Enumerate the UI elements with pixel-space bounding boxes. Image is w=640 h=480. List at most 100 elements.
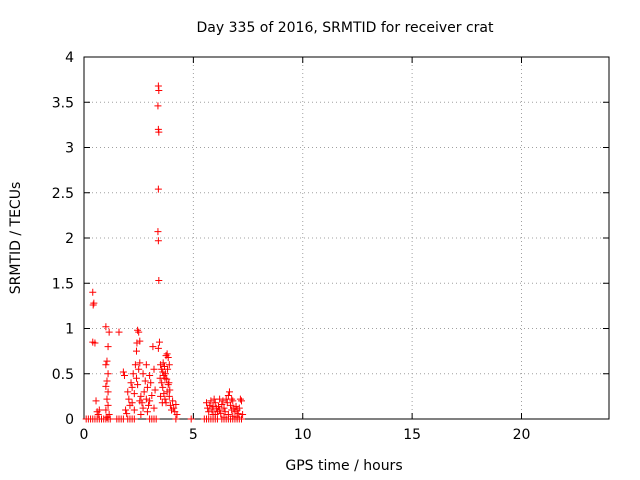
- data-point: [143, 383, 151, 391]
- data-point: [104, 401, 112, 409]
- data-point: [133, 374, 140, 382]
- data-point: [143, 408, 151, 416]
- data-point: [172, 415, 180, 423]
- data-point: [164, 381, 172, 389]
- data-point: [164, 365, 172, 373]
- data-point: [150, 404, 158, 412]
- data-point: [134, 326, 142, 334]
- data-point: [120, 372, 128, 380]
- data-point: [102, 406, 110, 414]
- data-point: [147, 379, 155, 387]
- data-point: [136, 337, 144, 345]
- data-point: [235, 404, 243, 412]
- data-point: [103, 357, 111, 365]
- data-point: [90, 299, 98, 307]
- y-tick-label: 2.5: [52, 186, 74, 202]
- data-point: [224, 410, 232, 418]
- data-point: [122, 406, 130, 414]
- data-point: [148, 391, 156, 399]
- data-point: [208, 406, 216, 414]
- y-tick-label: 1: [65, 322, 74, 338]
- data-point: [207, 397, 215, 405]
- data-point: [211, 410, 219, 418]
- data-point: [102, 382, 110, 390]
- data-point: [151, 386, 159, 394]
- data-point: [128, 383, 136, 391]
- y-tick-label: 2: [65, 231, 74, 247]
- data-point: [105, 328, 113, 336]
- data-point: [137, 410, 145, 418]
- data-point: [136, 397, 144, 405]
- data-point: [234, 410, 242, 418]
- data-point: [127, 379, 135, 387]
- data-point: [155, 86, 163, 94]
- y-tick-label: 0: [65, 412, 74, 428]
- data-point: [124, 388, 132, 396]
- axis-ticks: 0 5 10 15 20 0 0.5 1 1.5 2 2.5 3 3.5 4: [52, 50, 609, 443]
- data-point: [136, 359, 144, 367]
- data-point: [135, 365, 143, 373]
- data-point: [92, 397, 100, 405]
- data-point: [220, 413, 228, 421]
- data-point: [232, 402, 240, 410]
- data-point: [103, 395, 111, 403]
- data-point: [133, 347, 140, 355]
- data-point: [142, 395, 150, 403]
- data-point: [133, 339, 141, 347]
- data-point: [154, 237, 162, 245]
- data-point: [173, 410, 181, 418]
- data-point: [106, 415, 114, 423]
- data-point: [95, 406, 103, 414]
- data-point: [146, 372, 154, 380]
- x-tick-label: 0: [80, 427, 89, 443]
- data-point: [229, 412, 237, 420]
- data-point: [164, 353, 172, 361]
- data-point: [154, 102, 162, 110]
- data-point: [157, 392, 165, 400]
- data-point: [219, 397, 227, 405]
- y-tick-label: 3: [65, 141, 74, 157]
- data-point: [169, 397, 177, 405]
- x-tick-label: 20: [513, 427, 531, 443]
- data-point: [119, 368, 127, 376]
- data-point: [140, 388, 148, 396]
- data-point: [102, 323, 110, 331]
- data-point: [129, 370, 137, 378]
- x-tick-label: 10: [294, 427, 312, 443]
- data-point: [165, 392, 173, 400]
- data-point: [158, 379, 166, 387]
- data-point: [163, 350, 171, 358]
- data-point: [137, 392, 145, 400]
- data-point: [158, 399, 166, 407]
- data-point: [130, 390, 138, 398]
- data-point: [141, 377, 149, 385]
- data-point: [131, 361, 139, 369]
- grid-lines: [84, 57, 609, 419]
- data-point: [89, 288, 97, 296]
- chart-title: Day 335 of 2016, SRMTID for receiver cra…: [197, 20, 494, 36]
- data-point: [139, 370, 147, 378]
- y-tick-label: 3.5: [52, 95, 74, 111]
- data-point: [123, 410, 131, 418]
- data-point: [154, 344, 162, 352]
- data-point: [128, 399, 136, 407]
- data-point: [239, 410, 247, 418]
- data-point: [130, 415, 138, 423]
- data-points: [82, 82, 247, 423]
- data-point: [89, 301, 97, 309]
- data-point: [225, 388, 233, 396]
- data-point: [159, 383, 167, 391]
- data-point: [161, 395, 169, 403]
- data-point: [102, 361, 110, 369]
- data-point: [220, 404, 228, 412]
- data-point: [134, 381, 142, 389]
- y-tick-label: 4: [65, 50, 74, 66]
- data-point: [104, 388, 112, 396]
- data-point: [152, 415, 160, 423]
- data-point: [154, 185, 162, 193]
- data-point: [142, 361, 150, 369]
- data-point: [165, 361, 173, 369]
- data-point: [170, 404, 178, 412]
- data-point: [238, 397, 245, 405]
